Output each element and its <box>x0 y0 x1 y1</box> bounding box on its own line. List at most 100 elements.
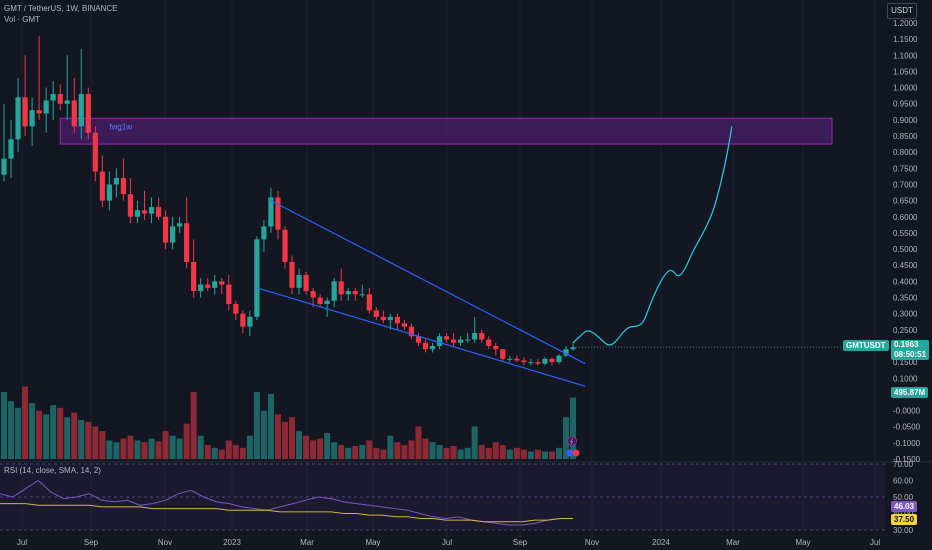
symbol-legend[interactable]: GMT / TetherUS, 1W, BINANCE <box>4 4 118 13</box>
volume-bar <box>520 449 527 459</box>
volume-bar <box>541 451 548 459</box>
price-axis-label: -0.0000 <box>893 407 921 416</box>
time-axis-label: 2023 <box>223 538 241 547</box>
volume-bar <box>141 442 148 459</box>
volume-bar <box>1 392 7 459</box>
volume-bar <box>267 393 274 459</box>
rsi-legend[interactable]: RSI (14, close, SMA, 14, 2) <box>4 466 101 475</box>
price-axis-label: -0.1000 <box>893 439 921 448</box>
volume-bar <box>296 431 303 459</box>
volume-bar <box>282 421 288 459</box>
volume-bar <box>352 445 359 459</box>
rsi-pane <box>0 463 885 531</box>
candle-body <box>240 313 246 327</box>
lightning-icon <box>567 436 578 446</box>
resistance-zone: fwg1w <box>59 117 833 145</box>
volume-bar <box>471 426 478 459</box>
candle-body <box>247 316 253 327</box>
last-price-tag: 0.1963 08:50:51 <box>891 340 930 360</box>
rsi-axis-label: 70.00 <box>893 460 914 469</box>
candle-body <box>141 210 148 214</box>
volume-bar <box>506 449 513 459</box>
volume-bar <box>246 435 253 459</box>
rsi-axis-label: 30.00 <box>893 526 914 535</box>
candle-body <box>331 281 337 301</box>
volume-bar <box>43 414 50 459</box>
volume-bar <box>50 405 57 459</box>
candle-body <box>528 362 534 364</box>
volume-bar <box>169 435 176 459</box>
price-axis-label: 0.4000 <box>893 277 918 286</box>
volume-bar <box>204 445 211 459</box>
rsi-band <box>0 464 885 530</box>
price-axis-label: 0.4500 <box>893 261 918 270</box>
volume-bar <box>373 447 380 459</box>
candle-body <box>303 274 309 292</box>
candle-body <box>324 300 330 304</box>
last-price-value: 0.1963 <box>894 340 919 349</box>
candle-body <box>254 239 260 317</box>
volume-bar <box>331 442 338 459</box>
zone-box <box>59 117 833 145</box>
volume-bar <box>548 451 555 459</box>
volume-bar <box>15 407 22 459</box>
price-pane-bg <box>0 0 885 462</box>
candle-body <box>78 94 84 127</box>
volume-bar <box>78 419 85 459</box>
candle-body <box>373 310 379 317</box>
currency-unit-button[interactable]: USDT <box>887 3 917 19</box>
bar-countdown: 08:50:51 <box>894 350 927 359</box>
candle-body <box>268 197 274 227</box>
candles <box>1 35 885 366</box>
candle-body <box>479 333 485 340</box>
volume-bar <box>415 426 422 459</box>
price-axis-label: 0.9000 <box>893 116 918 125</box>
price-axis-label: 0.5000 <box>893 245 918 254</box>
volume-bar <box>260 410 267 459</box>
time-axis[interactable]: Jul Sep Nov 2023 Mar May Jul Sep Nov 2024 Mar May Ju… <box>17 538 880 547</box>
time-axis-label: Sep <box>513 538 528 547</box>
price-axis-label: 0.6500 <box>893 197 918 206</box>
volume-legend[interactable]: Vol · GMT <box>4 15 41 24</box>
price-axis-label: 0.3000 <box>893 310 918 319</box>
time-axis-label: Sep <box>84 538 99 547</box>
candle-body <box>85 94 91 133</box>
volume-bar <box>534 449 541 459</box>
price-axis-label: -0.0500 <box>893 423 921 432</box>
candle-body <box>275 197 281 230</box>
price-axis-label: 0.3500 <box>893 294 918 303</box>
volume-bar <box>492 442 499 459</box>
lower-trendline <box>256 287 586 387</box>
price-axis[interactable]: 1.2000 1.1500 1.1000 1.0500 1.0000 0.9500 0.90… <box>893 19 921 464</box>
candle-body <box>205 284 211 288</box>
rsi-axis-label: 50.00 <box>893 493 914 502</box>
price-axis-label: 1.1500 <box>893 35 918 44</box>
price-projection <box>572 126 733 346</box>
price-axis-label: 1.0000 <box>893 84 918 93</box>
price-axis-label: 0.9500 <box>893 100 918 109</box>
price-axis-label: 0.8500 <box>893 132 918 141</box>
candle-body <box>296 274 302 288</box>
volume-bar <box>394 442 401 459</box>
volume-bar <box>190 392 197 459</box>
volume-bar <box>162 431 169 459</box>
volume-bar <box>127 435 134 459</box>
candle-body <box>317 297 323 304</box>
price-axis-label: 0.2500 <box>893 326 918 335</box>
flag-us-icon <box>566 449 574 457</box>
candle-body <box>127 194 134 217</box>
candle-body <box>451 339 457 343</box>
candle-body <box>549 358 555 363</box>
volume-bar <box>225 440 232 459</box>
price-axis-label: 1.2000 <box>893 19 918 28</box>
volume-bar <box>211 447 218 459</box>
candle-body <box>493 345 499 350</box>
volume-bar <box>324 432 331 459</box>
candle-body <box>352 291 358 295</box>
candle-body <box>500 349 506 359</box>
volume-bar <box>570 397 577 459</box>
flag-us-icon <box>572 449 580 457</box>
candle-body <box>394 316 400 324</box>
zone-label: fwg1w <box>109 122 132 131</box>
